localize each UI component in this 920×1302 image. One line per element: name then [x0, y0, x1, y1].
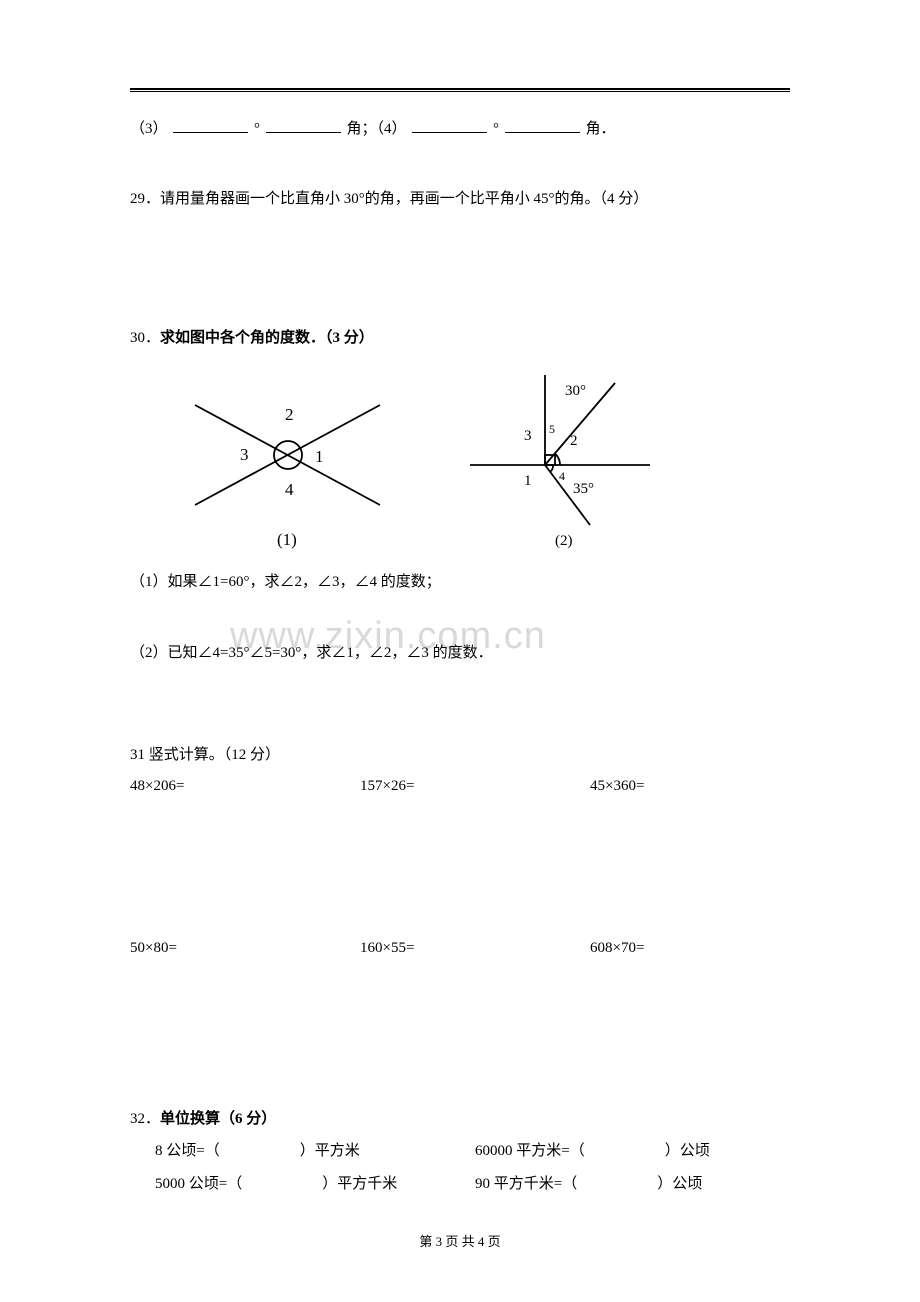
calc-item: 45×360=: [590, 771, 790, 803]
q30-sub2: （2）已知∠4=35°∠5=30°，求∠1，∠2，∠3 的度数．: [130, 638, 790, 670]
unit-item: 8 公顷=（ ）平方米: [155, 1136, 475, 1168]
label-1b: 1: [524, 473, 532, 489]
page: www.zixin.com.cn （3） ° 角；（4） ° 角． 29．请用量…: [0, 0, 920, 1302]
q30-title: 求如图中各个角的度数．（3 分）: [160, 330, 374, 346]
q28-prefix: （3）: [130, 121, 168, 137]
calc-item: 157×26=: [360, 771, 590, 803]
q32-heading: 32．单位换算（6 分）: [130, 1104, 790, 1136]
calc-grid: 48×206= 157×26= 45×360= 50×80= 160×55= 6…: [130, 771, 790, 964]
unit-left: 90 平方千米=（: [475, 1169, 577, 1201]
caption-2: (2): [555, 533, 573, 549]
q28-label2: 角．: [586, 121, 616, 137]
q30-number: 30．: [130, 330, 160, 346]
blank-input[interactable]: [266, 118, 341, 133]
unit-left: 8 公顷=（: [155, 1136, 220, 1168]
q28-line: （3） ° 角；（4） ° 角．: [130, 114, 790, 146]
q28-label1: 角；（4）: [347, 121, 407, 137]
label-2b: 2: [570, 433, 578, 449]
unit-right: ）平方米: [300, 1136, 360, 1168]
calc-item: 48×206=: [130, 771, 360, 803]
label-5: 5: [549, 422, 555, 436]
q32-number: 32．: [130, 1111, 160, 1127]
label-4: 4: [285, 480, 294, 499]
diagram-1: 2 3 1 4 (1): [170, 365, 400, 555]
q31-heading: 31 竖式计算。（12 分）: [130, 740, 790, 772]
unit-right: ）公顷: [665, 1136, 710, 1168]
diagram-row: 2 3 1 4 (1) 30°: [170, 365, 790, 555]
blank-input[interactable]: [173, 118, 248, 133]
calc-item: 160×55=: [360, 933, 590, 965]
label-3b: 3: [524, 428, 532, 444]
q30-sub1: （1）如果∠1=60°，求∠2，∠3，∠4 的度数；: [130, 567, 790, 599]
unit-right: ）公顷: [657, 1169, 702, 1201]
calc-item: 608×70=: [590, 933, 790, 965]
unit-item: 5000 公顷=（ ）平方千米: [155, 1169, 475, 1201]
degree-symbol: °: [254, 121, 260, 137]
content-area: （3） ° 角；（4） ° 角． 29．请用量角器画一个比直角小 30°的角，再…: [130, 90, 790, 1201]
blank-input[interactable]: [412, 118, 487, 133]
calc-item: 50×80=: [130, 933, 360, 965]
unit-item: 60000 平方米=（ ）公顷: [475, 1136, 815, 1168]
unit-item: 90 平方千米=（ ）公顷: [475, 1169, 815, 1201]
drawing-space[interactable]: [130, 215, 790, 315]
unit-left: 5000 公顷=（: [155, 1169, 242, 1201]
diagram-2: 30° 3 5 2 1 4 35° (2): [460, 365, 670, 555]
label-2: 2: [285, 405, 294, 424]
label-35: 35°: [573, 481, 594, 497]
page-footer: 第 3 页 共 4 页: [0, 1231, 920, 1250]
unit-left: 60000 平方米=（: [475, 1136, 585, 1168]
caption-1: (1): [277, 530, 297, 549]
unit-grid: 8 公顷=（ ）平方米 60000 平方米=（ ）公顷 5000 公顷=（ ）平方千米…: [155, 1136, 790, 1201]
label-4b: 4: [559, 469, 565, 483]
q30-heading: 30．求如图中各个角的度数．（3 分）: [130, 323, 790, 355]
q32-title: 单位换算（6 分）: [160, 1111, 276, 1127]
label-3: 3: [240, 445, 249, 464]
blank-input[interactable]: [505, 118, 580, 133]
label-30: 30°: [565, 383, 586, 399]
degree-symbol: °: [493, 121, 499, 137]
label-1: 1: [315, 447, 324, 466]
q29-text: 29．请用量角器画一个比直角小 30°的角，再画一个比平角小 45°的角。（4 …: [130, 184, 790, 216]
unit-right: ）平方千米: [322, 1169, 397, 1201]
